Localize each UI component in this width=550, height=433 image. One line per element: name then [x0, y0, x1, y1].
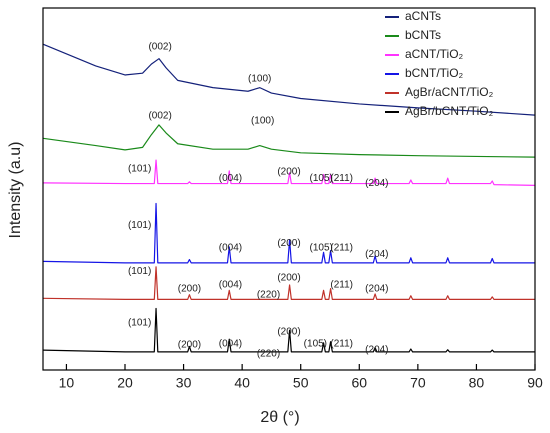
x-tick-label: 30 [176, 375, 192, 391]
peak-label: (200) [277, 273, 300, 284]
peak-label: (220) [257, 349, 280, 360]
peak-label: (105) [310, 173, 333, 184]
series-line [42, 202, 535, 264]
peak-label: (211) [330, 173, 353, 184]
peak-label: (211) [330, 243, 353, 254]
peak-label: (101) [128, 266, 151, 277]
peak-label: (004) [219, 243, 242, 254]
x-tick-label: 70 [410, 375, 426, 391]
peak-label: (211) [330, 280, 353, 291]
peak-label: (211) [330, 339, 353, 350]
series-line [42, 266, 535, 301]
series-line [42, 307, 535, 353]
peak-label: (204) [365, 345, 388, 356]
peak-label: (100) [248, 74, 271, 85]
peak-label: (200) [178, 340, 201, 351]
legend-label: aCNTs [405, 9, 441, 23]
peak-label: (204) [365, 284, 388, 295]
legend-label: bCNTs [405, 28, 441, 42]
x-tick-label: 40 [234, 375, 250, 391]
x-axis-label: 2θ (°) [260, 409, 299, 426]
peak-label: (002) [148, 111, 171, 122]
series-line [42, 159, 536, 186]
peak-label: (004) [219, 173, 242, 184]
x-tick-label: 20 [117, 375, 133, 391]
peak-label: (105) [310, 243, 333, 254]
series-line [42, 124, 536, 158]
peak-label: (004) [219, 339, 242, 350]
peak-label: (220) [257, 290, 280, 301]
peak-label: (204) [365, 249, 388, 260]
legend-label: AgBr/bCNT/TiO₂ [405, 104, 494, 118]
plot-frame [42, 7, 536, 371]
x-tick-label: 80 [469, 375, 485, 391]
peak-label: (200) [277, 327, 300, 338]
legend-label: bCNT/TiO₂ [405, 66, 464, 80]
peak-label: (002) [148, 42, 171, 53]
peak-label: (004) [219, 280, 242, 291]
peak-label: (101) [128, 164, 151, 175]
x-tick-label: 50 [293, 375, 309, 391]
series-line [42, 43, 536, 116]
legend-label: AgBr/aCNT/TiO₂ [405, 85, 494, 99]
peak-label: (200) [277, 238, 300, 249]
peak-label: (204) [365, 178, 388, 189]
peak-label: (101) [128, 318, 151, 329]
x-tick-label: 90 [527, 375, 543, 391]
peak-label: (101) [128, 220, 151, 231]
y-axis-label: Intensity (a.u) [7, 142, 24, 239]
peak-label: (105) [304, 339, 327, 350]
x-tick-label: 60 [351, 375, 367, 391]
x-tick-label: 10 [59, 375, 75, 391]
peak-label: (200) [277, 167, 300, 178]
peak-label: (100) [251, 116, 274, 127]
legend-label: aCNT/TiO₂ [405, 47, 464, 61]
peak-label: (200) [178, 284, 201, 295]
